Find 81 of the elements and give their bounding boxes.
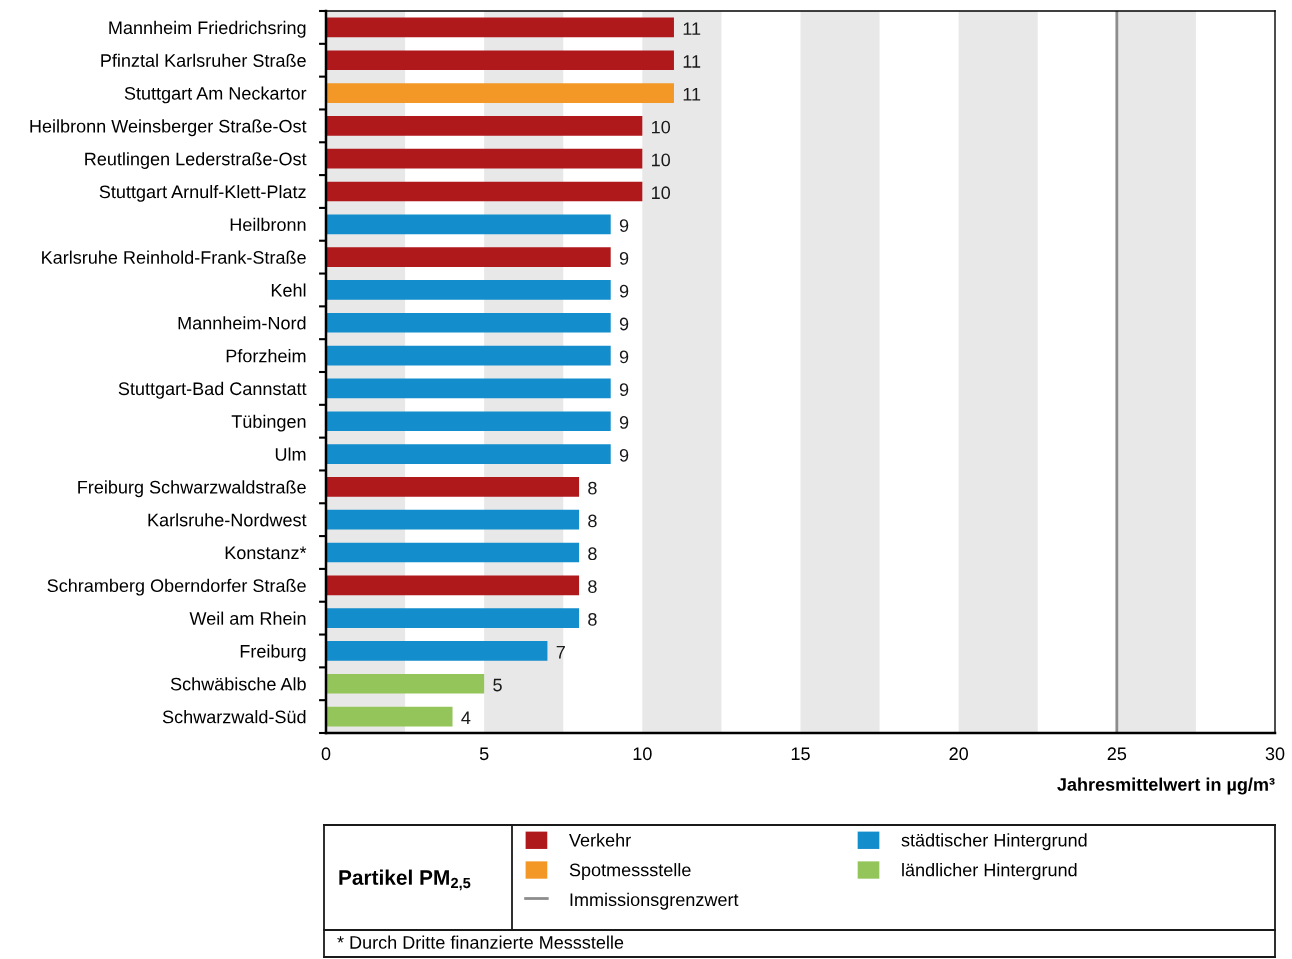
data-label: 8 xyxy=(588,580,597,593)
y-tick-label: Reutlingen Lederstraße-Ost xyxy=(85,152,307,169)
bar xyxy=(326,477,580,497)
bar xyxy=(326,641,548,661)
bar xyxy=(326,345,611,366)
x-tick-label: 10 xyxy=(633,747,652,761)
data-label: 5 xyxy=(493,678,502,692)
y-tick-label: Mannheim-Nord xyxy=(178,316,306,330)
y-tick-label: Tübingen xyxy=(231,414,306,432)
data-label: 7 xyxy=(556,645,565,659)
x-tick-label: 0 xyxy=(321,747,331,761)
x-tick-label: 20 xyxy=(949,747,968,761)
bar xyxy=(326,706,453,727)
bar xyxy=(326,378,611,399)
y-tick-label: Freiburg xyxy=(240,644,306,662)
data-label: 4 xyxy=(461,711,471,725)
bar xyxy=(326,608,580,628)
y-tick-label: Stuttgart Arnulf-Klett-Platz xyxy=(99,184,306,202)
bar xyxy=(326,247,611,267)
y-tick-label: Stuttgart Am Neckartor xyxy=(124,86,307,104)
text: * Durch Dritte finanzierte Messstelle xyxy=(337,935,624,949)
x-tick-label: 15 xyxy=(791,747,810,761)
legend-label: städtischer Hintergrund xyxy=(901,833,1087,851)
bar xyxy=(326,83,674,103)
data-label: 8 xyxy=(588,514,597,528)
data-label: 9 xyxy=(619,251,629,265)
bar xyxy=(326,280,611,300)
data-label: 11 xyxy=(683,22,701,35)
legend-label: Spotmessstelle xyxy=(569,863,691,880)
bar xyxy=(326,509,580,530)
bar xyxy=(326,411,611,432)
y-tick-label: Pforzheim xyxy=(226,349,306,363)
y-tick-label: Heilbronn Weinsberger Straße-Ost xyxy=(30,119,307,137)
legend-label: Immissionsgrenzwert xyxy=(570,892,739,910)
legend-label: ländlicher Hintergrund xyxy=(902,863,1077,880)
data-label: 9 xyxy=(619,284,629,298)
data-label: 10 xyxy=(652,120,671,134)
legend-title: Partikel PM$_{2,5}$ xyxy=(339,869,471,891)
data-label: 8 xyxy=(588,481,597,495)
x-tick-label: 5 xyxy=(479,747,489,761)
y-tick-label: Karlsruhe Reinhold-Frank-Straße xyxy=(42,250,306,264)
data-label: 9 xyxy=(619,448,629,462)
y-tick-label: Freiburg Schwarzwaldstraße xyxy=(78,480,306,498)
x-axis-title: Jahresmittelwert in µg/m³ xyxy=(1057,777,1275,795)
data-label: 10 xyxy=(652,186,671,200)
data-label: 9 xyxy=(619,383,629,397)
data-label: 9 xyxy=(619,317,629,331)
bar xyxy=(326,116,643,136)
y-tick-label: Weil am Rhein xyxy=(189,611,306,625)
data-label: 9 xyxy=(619,416,629,429)
data-label: 11 xyxy=(683,88,701,101)
y-tick-label: Mannheim Friedrichsring xyxy=(109,20,306,38)
y-tick-label: Stuttgart-Bad Cannstatt xyxy=(118,381,307,399)
y-tick-label: Schwäbische Alb xyxy=(170,677,306,691)
data-label: 9 xyxy=(619,350,629,364)
data-label: 11 xyxy=(683,55,701,68)
data-label: 9 xyxy=(619,219,629,232)
legend-label: Verkehr xyxy=(569,833,631,847)
bar xyxy=(326,673,485,694)
y-tick-label: Schwarzwald-Süd xyxy=(162,710,306,724)
y-tick-label: Konstanz* xyxy=(225,546,307,560)
data-label: 8 xyxy=(588,547,597,561)
y-tick-label: Kehl xyxy=(271,283,306,297)
bar xyxy=(326,148,643,169)
bar xyxy=(326,575,580,596)
bar xyxy=(326,17,674,38)
bar xyxy=(326,444,611,464)
bar xyxy=(326,312,611,333)
bar xyxy=(326,181,643,202)
y-tick-label: Pfinztal Karlsruher Straße xyxy=(101,53,306,67)
x-tick-label: 25 xyxy=(1107,747,1127,761)
y-tick-label: Schramberg Oberndorfer Straße xyxy=(47,578,306,596)
y-tick-label: Karlsruhe-Nordwest xyxy=(148,513,307,527)
y-tick-label: Heilbronn xyxy=(230,217,306,232)
y-tick-label: Ulm xyxy=(275,447,306,461)
x-tick-label: 30 xyxy=(1265,747,1285,761)
bar xyxy=(326,50,674,71)
bar xyxy=(326,542,580,563)
data-label: 8 xyxy=(588,612,597,626)
data-label: 10 xyxy=(652,153,671,167)
bar xyxy=(326,214,611,235)
